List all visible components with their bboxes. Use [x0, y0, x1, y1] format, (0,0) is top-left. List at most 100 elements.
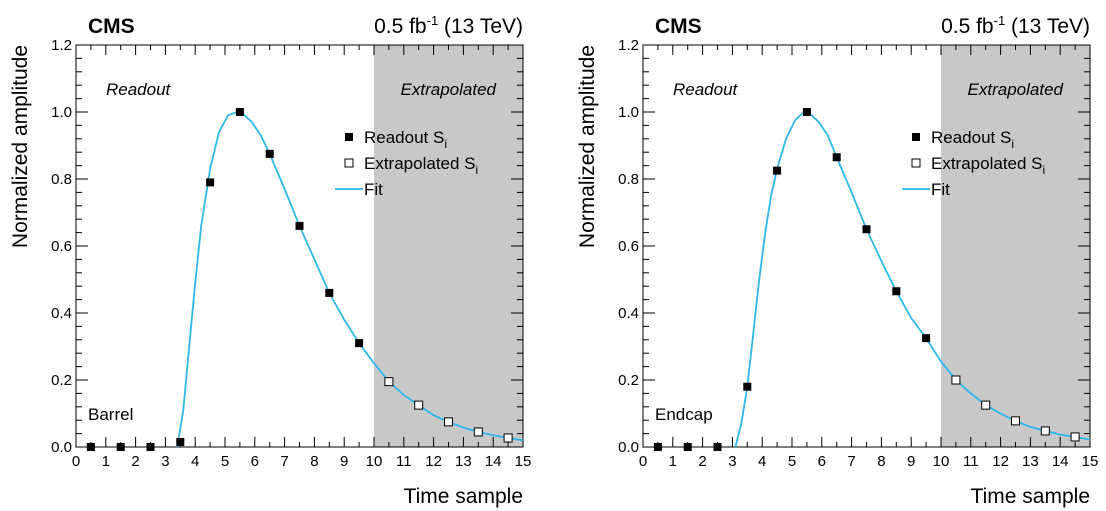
legend-label-text: Readout S [931, 128, 1011, 147]
readout-point [683, 443, 692, 451]
legend-label-subscript: i [444, 137, 447, 151]
readout-point [206, 178, 215, 187]
readout-point [773, 166, 782, 175]
extrapolated-point [1011, 416, 1020, 426]
x-tick-label: 15 [1082, 453, 1099, 470]
extrapolated-region [941, 45, 1090, 447]
legend-label-subscript: i [476, 163, 479, 177]
readout-point [146, 443, 155, 451]
legend-marker-readout [912, 133, 920, 141]
readout-point [713, 443, 722, 451]
x-tick-label: 3 [161, 453, 169, 470]
x-tick-label: 1 [102, 453, 110, 470]
x-tick-label: 14 [485, 453, 502, 470]
legend-label: Extrapolated Si [364, 154, 478, 177]
legend-label: Readout Si [364, 128, 447, 151]
detector-region-label: Endcap [655, 405, 713, 424]
extrapolated-region-label: Extrapolated [401, 80, 497, 99]
lumi-exponent: -1 [427, 13, 439, 28]
detector-region-label: Barrel [88, 405, 133, 424]
readout-point [116, 443, 125, 451]
x-tick-label: 6 [251, 453, 259, 470]
x-tick-label: 9 [340, 453, 348, 470]
legend-label: Fit [931, 180, 950, 199]
readout-point [832, 153, 841, 162]
x-tick-label: 1 [669, 453, 677, 470]
extrapolated-point [503, 433, 513, 443]
x-tick-label: 2 [131, 453, 139, 470]
x-tick-label: 13 [455, 453, 472, 470]
y-axis-label: Normalized amplitude [9, 45, 32, 248]
y-tick-label: 0.6 [618, 238, 639, 255]
lumi-exponent: -1 [994, 13, 1006, 28]
legend-label-subscript: i [1011, 137, 1014, 151]
x-tick-label: 8 [877, 453, 885, 470]
extrapolated-point [981, 400, 991, 410]
readout-point [743, 382, 752, 391]
y-tick-label: 0.0 [51, 439, 72, 456]
legend-label-text: Extrapolated S [931, 154, 1043, 173]
readout-point [922, 334, 931, 343]
readout-point [235, 108, 244, 116]
readout-point [802, 108, 811, 116]
legend-marker-extrapolated [911, 158, 921, 168]
readout-region-label: Readout [673, 80, 739, 99]
y-tick-label: 0.6 [51, 238, 72, 255]
y-tick-label: 1.0 [51, 104, 72, 121]
legend-label-text: Fit [364, 180, 383, 199]
lumi-value: 0.5 fb [941, 15, 994, 38]
readout-point [653, 443, 662, 451]
x-tick-label: 4 [758, 453, 766, 470]
x-tick-label: 5 [221, 453, 229, 470]
x-axis-label: Time sample [971, 485, 1090, 508]
y-tick-label: 0.2 [51, 372, 72, 389]
x-tick-label: 10 [366, 453, 383, 470]
readout-point [862, 225, 871, 234]
x-tick-label: 5 [788, 453, 796, 470]
x-tick-label: 2 [698, 453, 706, 470]
legend-marker-extrapolated [344, 158, 354, 168]
experiment-label: CMS [88, 15, 135, 38]
legend-label-text: Readout S [364, 128, 444, 147]
x-tick-label: 11 [963, 453, 979, 470]
y-tick-label: 1.0 [618, 104, 639, 121]
legend-label-text: Extrapolated S [364, 154, 476, 173]
lumi-value: 0.5 fb [374, 15, 427, 38]
x-tick-label: 6 [818, 453, 826, 470]
y-tick-label: 0.8 [618, 171, 639, 188]
legend-label-subscript: i [1043, 163, 1046, 177]
x-tick-label: 12 [425, 453, 442, 470]
extrapolated-point [384, 377, 394, 387]
legend-label: Readout Si [931, 128, 1014, 151]
extrapolated-point [473, 427, 483, 437]
extrapolated-point [1070, 432, 1080, 442]
y-tick-label: 0.8 [51, 171, 72, 188]
y-tick-label: 0.4 [618, 305, 639, 322]
legend-label: Fit [364, 180, 383, 199]
x-tick-label: 0 [72, 453, 80, 470]
readout-point [86, 443, 95, 451]
readout-point [295, 221, 304, 230]
panel-barrel: 0 1 2 3 4 5 6 7 8 9 10 11 12 13 14 150.00.20.40.60.81.0… [9, 13, 531, 508]
legend-label: Extrapolated Si [931, 154, 1045, 177]
x-tick-label: 3 [728, 453, 736, 470]
x-axis-label: Time sample [404, 485, 523, 508]
x-tick-label: 11 [396, 453, 412, 470]
extrapolated-point [951, 375, 961, 385]
y-tick-label: 1.2 [618, 37, 639, 54]
energy-label: (13 TeV) [1005, 15, 1090, 38]
readout-point [355, 339, 364, 348]
extrapolated-region [374, 45, 523, 447]
x-tick-label: 7 [847, 453, 855, 470]
experiment-label: CMS [655, 15, 702, 38]
readout-region-label: Readout [106, 80, 172, 99]
y-tick-label: 0.4 [51, 305, 72, 322]
readout-point [892, 287, 901, 296]
y-tick-label: 1.2 [51, 37, 72, 54]
energy-label: (13 TeV) [438, 15, 523, 38]
x-tick-label: 7 [280, 453, 288, 470]
y-tick-label: 0.0 [618, 439, 639, 456]
